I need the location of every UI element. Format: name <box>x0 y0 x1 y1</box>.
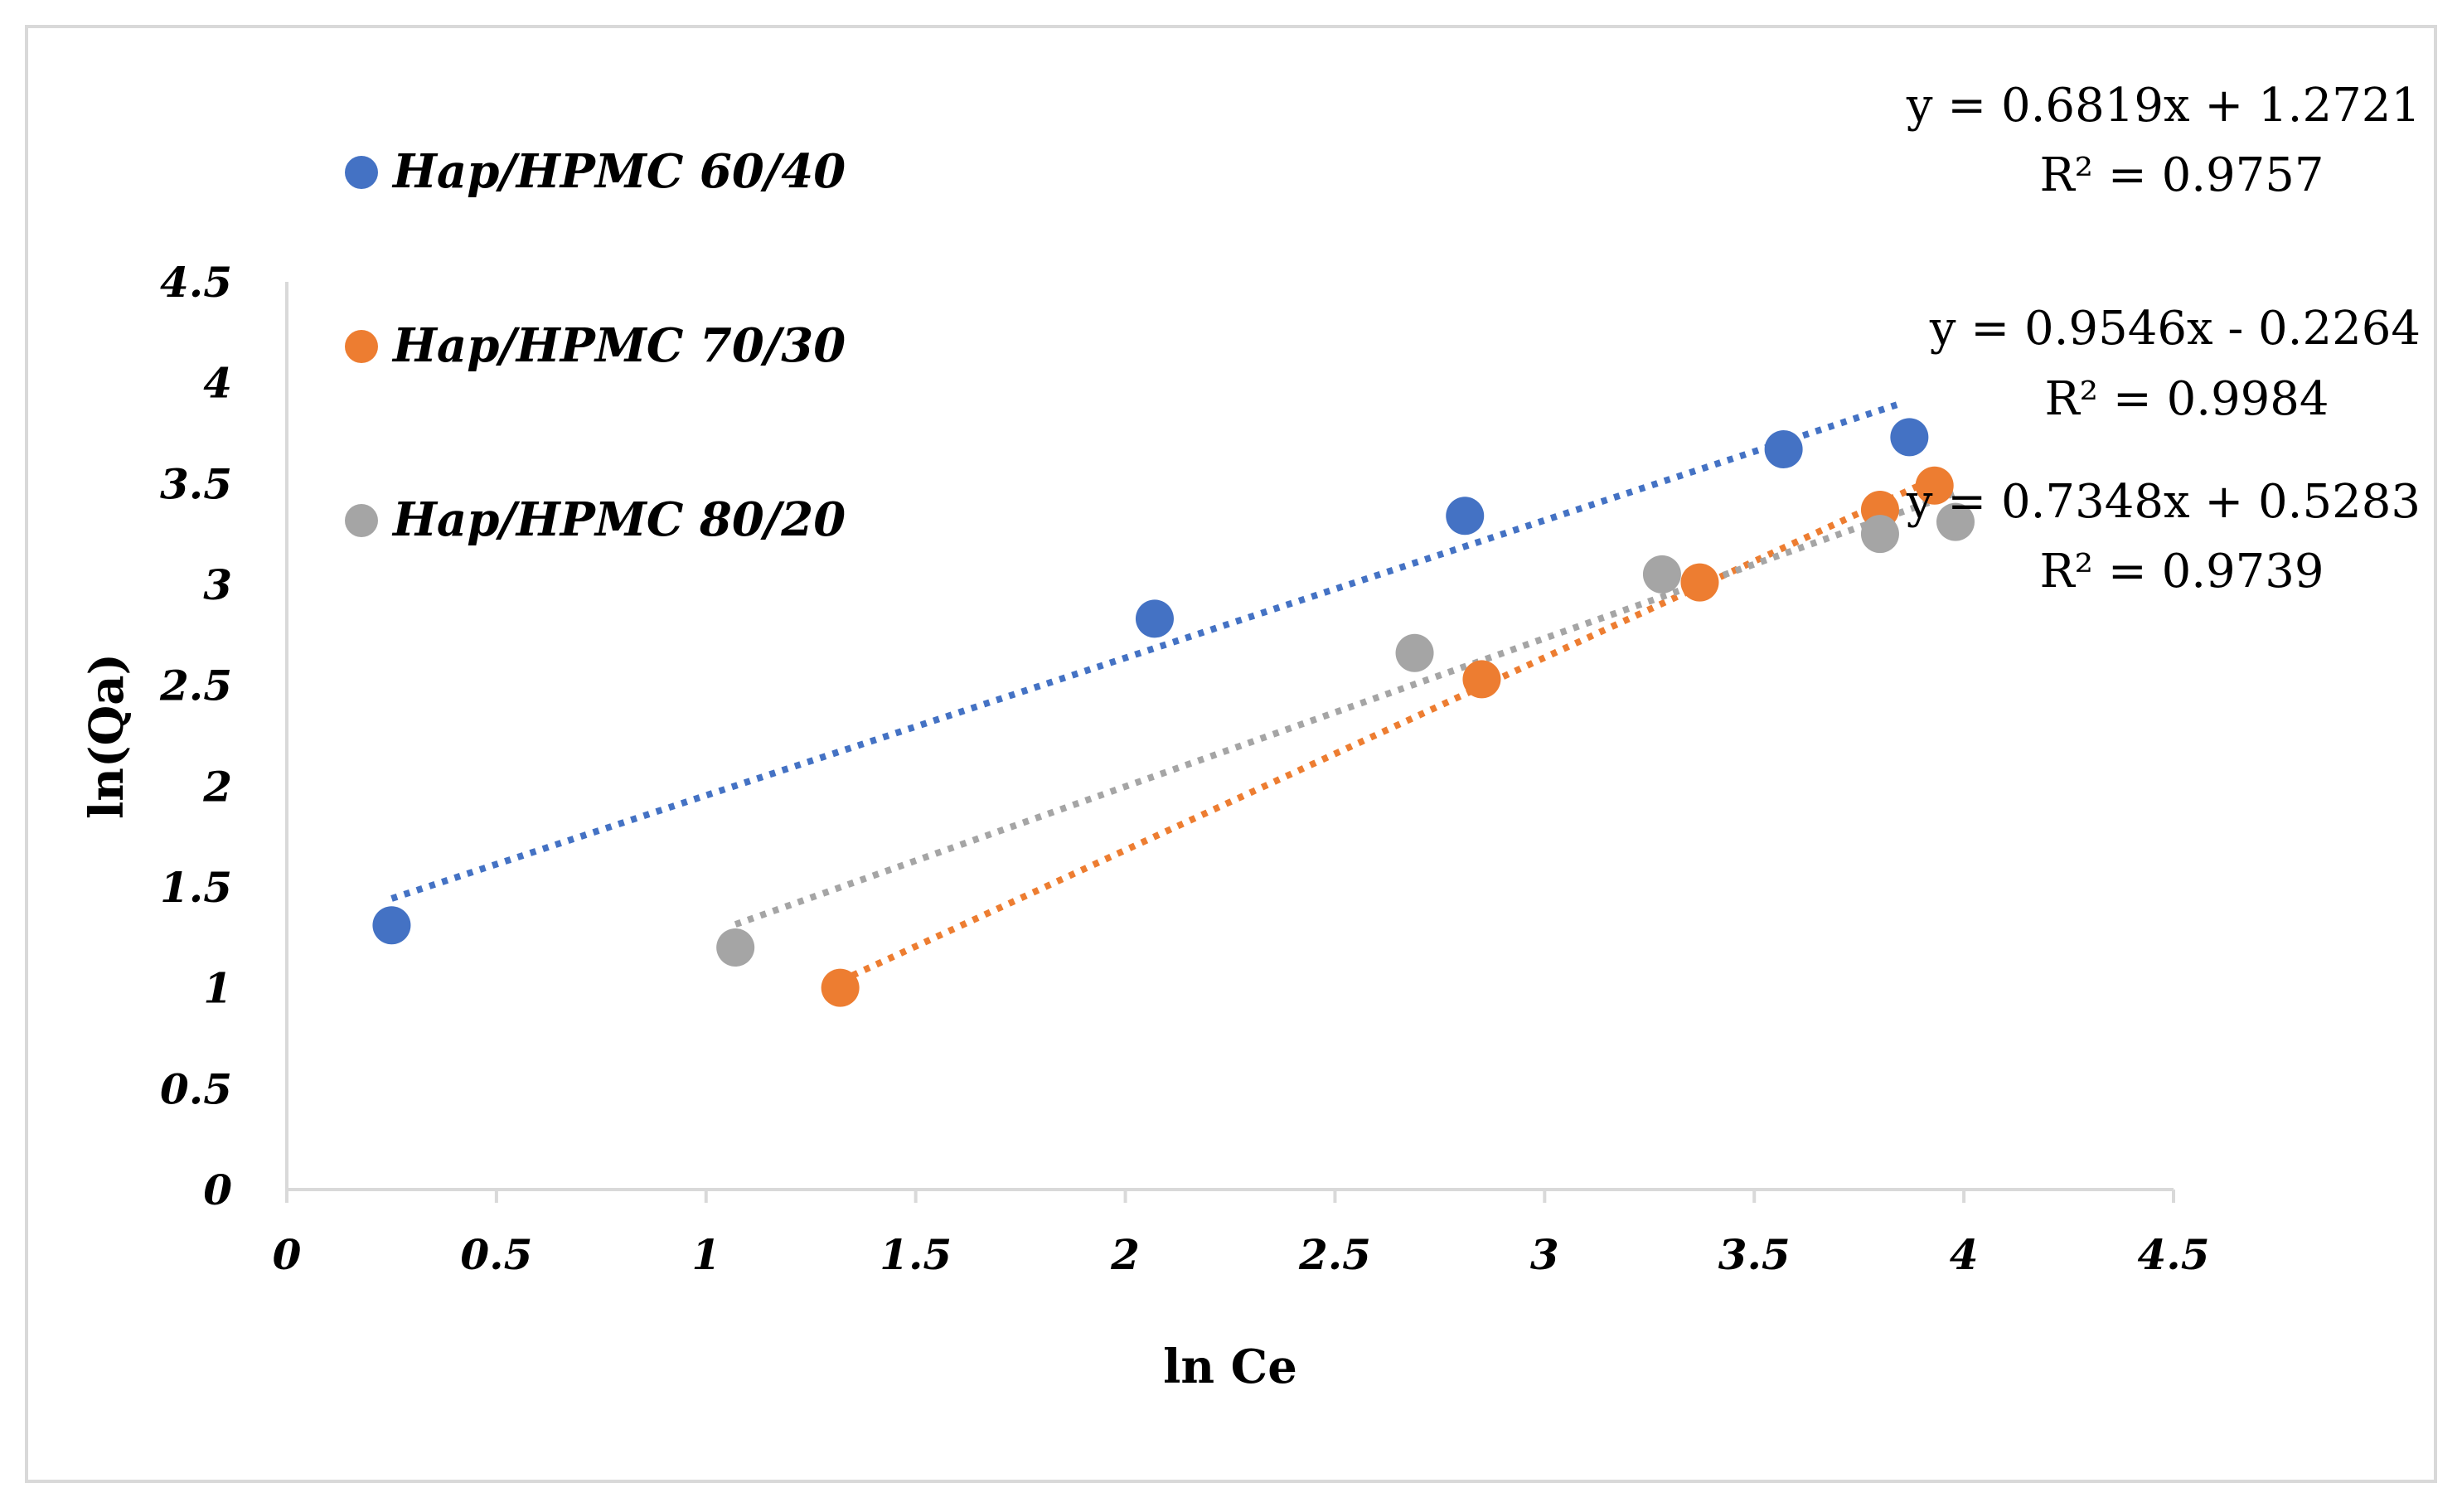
chart-frame <box>25 25 2437 1483</box>
trendline-equations: y = 0.6819x + 1.2721 R² = 0.9757 y = 0.9… <box>1906 79 2421 598</box>
equation-70-30: y = 0.9546x - 0.2264 <box>1929 302 2421 356</box>
y-tick-label: 3 <box>203 560 232 609</box>
y-tick-label: 0.5 <box>160 1064 232 1113</box>
axes <box>285 282 2174 1191</box>
data-point-series-1 <box>1764 429 1803 468</box>
x-tick-labels: 0 0.5 1 1.5 2 2.5 3 3.5 4 4.5 <box>273 1230 2210 1279</box>
r-squared-80-20: R² = 0.9739 <box>2039 545 2324 598</box>
y-tick-label: 1 <box>203 964 232 1013</box>
trendline-series-2 <box>838 475 1936 985</box>
data-point-series-1 <box>1446 497 1485 536</box>
trendlines <box>390 401 1957 985</box>
data-point-series-2 <box>1915 466 1954 505</box>
legend-marker-80-20 <box>345 504 378 537</box>
data-point-series-2 <box>1680 563 1719 602</box>
legend-marker-70-30 <box>345 330 378 363</box>
data-point-series-2 <box>1462 660 1501 699</box>
legend: Hap/HPMC 60/40 Hap/HPMC 70/30 Hap/HPMC 8… <box>345 144 846 547</box>
data-point-series-1 <box>1135 599 1174 638</box>
y-tick-label: 2 <box>202 762 232 811</box>
data-point-series-3 <box>716 928 755 967</box>
data-point-series-3 <box>1936 502 1975 541</box>
x-axis-title: ln Ce <box>1163 1340 1297 1394</box>
legend-marker-60-40 <box>345 156 378 189</box>
data-point-series-3 <box>1860 515 1899 554</box>
data-point-series-1 <box>1890 418 1929 457</box>
data-point-series-2 <box>821 968 860 1007</box>
x-tick-label: 4.5 <box>2138 1230 2210 1279</box>
y-tick-label: 1.5 <box>160 863 232 912</box>
data-point-series-3 <box>1642 555 1681 594</box>
y-axis-title: ln(Qa) <box>80 653 134 819</box>
equation-80-20: y = 0.7348x + 0.5283 <box>1906 475 2421 529</box>
x-tick-label: 1.5 <box>880 1230 952 1279</box>
x-tick-marks <box>285 1190 2175 1203</box>
r-squared-60-40: R² = 0.9757 <box>2039 148 2324 202</box>
data-point-series-3 <box>1395 633 1434 672</box>
y-tick-label: 3.5 <box>160 459 232 508</box>
y-tick-label: 2.5 <box>159 662 232 710</box>
equation-60-40: y = 0.6819x + 1.2721 <box>1906 79 2421 133</box>
x-tick-label: 0 <box>273 1230 302 1279</box>
r-squared-70-30: R² = 0.9984 <box>2044 372 2329 426</box>
y-tick-label: 4 <box>203 359 232 408</box>
legend-label-80-20: Hap/HPMC 80/20 <box>391 492 846 547</box>
x-tick-label: 3.5 <box>1718 1230 1791 1279</box>
x-tick-label: 1 <box>691 1230 720 1279</box>
y-tick-label: 4.5 <box>160 258 232 307</box>
data-points <box>372 418 1975 1007</box>
legend-label-70-30: Hap/HPMC 70/30 <box>391 318 846 373</box>
x-tick-label: 2 <box>1110 1230 1140 1279</box>
y-tick-labels: 0 0.5 1 1.5 2 2.5 3 3.5 4 4.5 <box>159 258 232 1214</box>
legend-label-60-40: Hap/HPMC 60/40 <box>391 144 846 199</box>
trendline-series-3 <box>734 490 1957 928</box>
x-tick-label: 0.5 <box>460 1230 532 1279</box>
data-point-series-1 <box>372 906 411 945</box>
x-tick-label: 4 <box>1950 1230 1979 1279</box>
y-tick-label: 0 <box>203 1166 232 1214</box>
x-tick-label: 3 <box>1530 1230 1559 1279</box>
x-tick-label: 2.5 <box>1298 1230 1371 1279</box>
